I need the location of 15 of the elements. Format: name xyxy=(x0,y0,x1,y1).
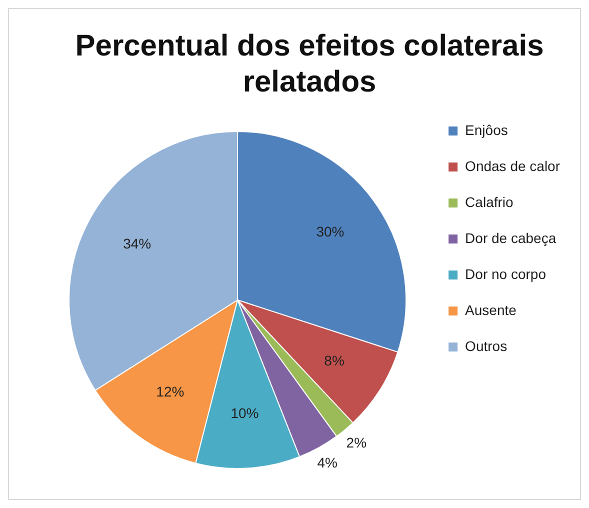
data-label: 30% xyxy=(316,224,344,240)
data-label: 12% xyxy=(156,384,184,400)
data-label: 8% xyxy=(324,352,344,368)
legend-label: Calafrio xyxy=(465,194,514,210)
legend-label: Ondas de calor xyxy=(465,158,560,174)
chart-title: Percentual dos efeitos colaterais relatados xyxy=(75,29,544,98)
legend-label: Outros xyxy=(465,338,508,354)
data-label: 34% xyxy=(123,236,152,252)
legend-label: Enjôos xyxy=(465,122,508,138)
data-label: 4% xyxy=(317,454,338,470)
data-label: 2% xyxy=(346,434,367,451)
legend-label: Ausente xyxy=(465,302,517,318)
data-label: 10% xyxy=(230,405,259,422)
legend-label: Dor no corpo xyxy=(465,266,546,282)
legend-label: Dor de cabeça xyxy=(465,230,556,246)
